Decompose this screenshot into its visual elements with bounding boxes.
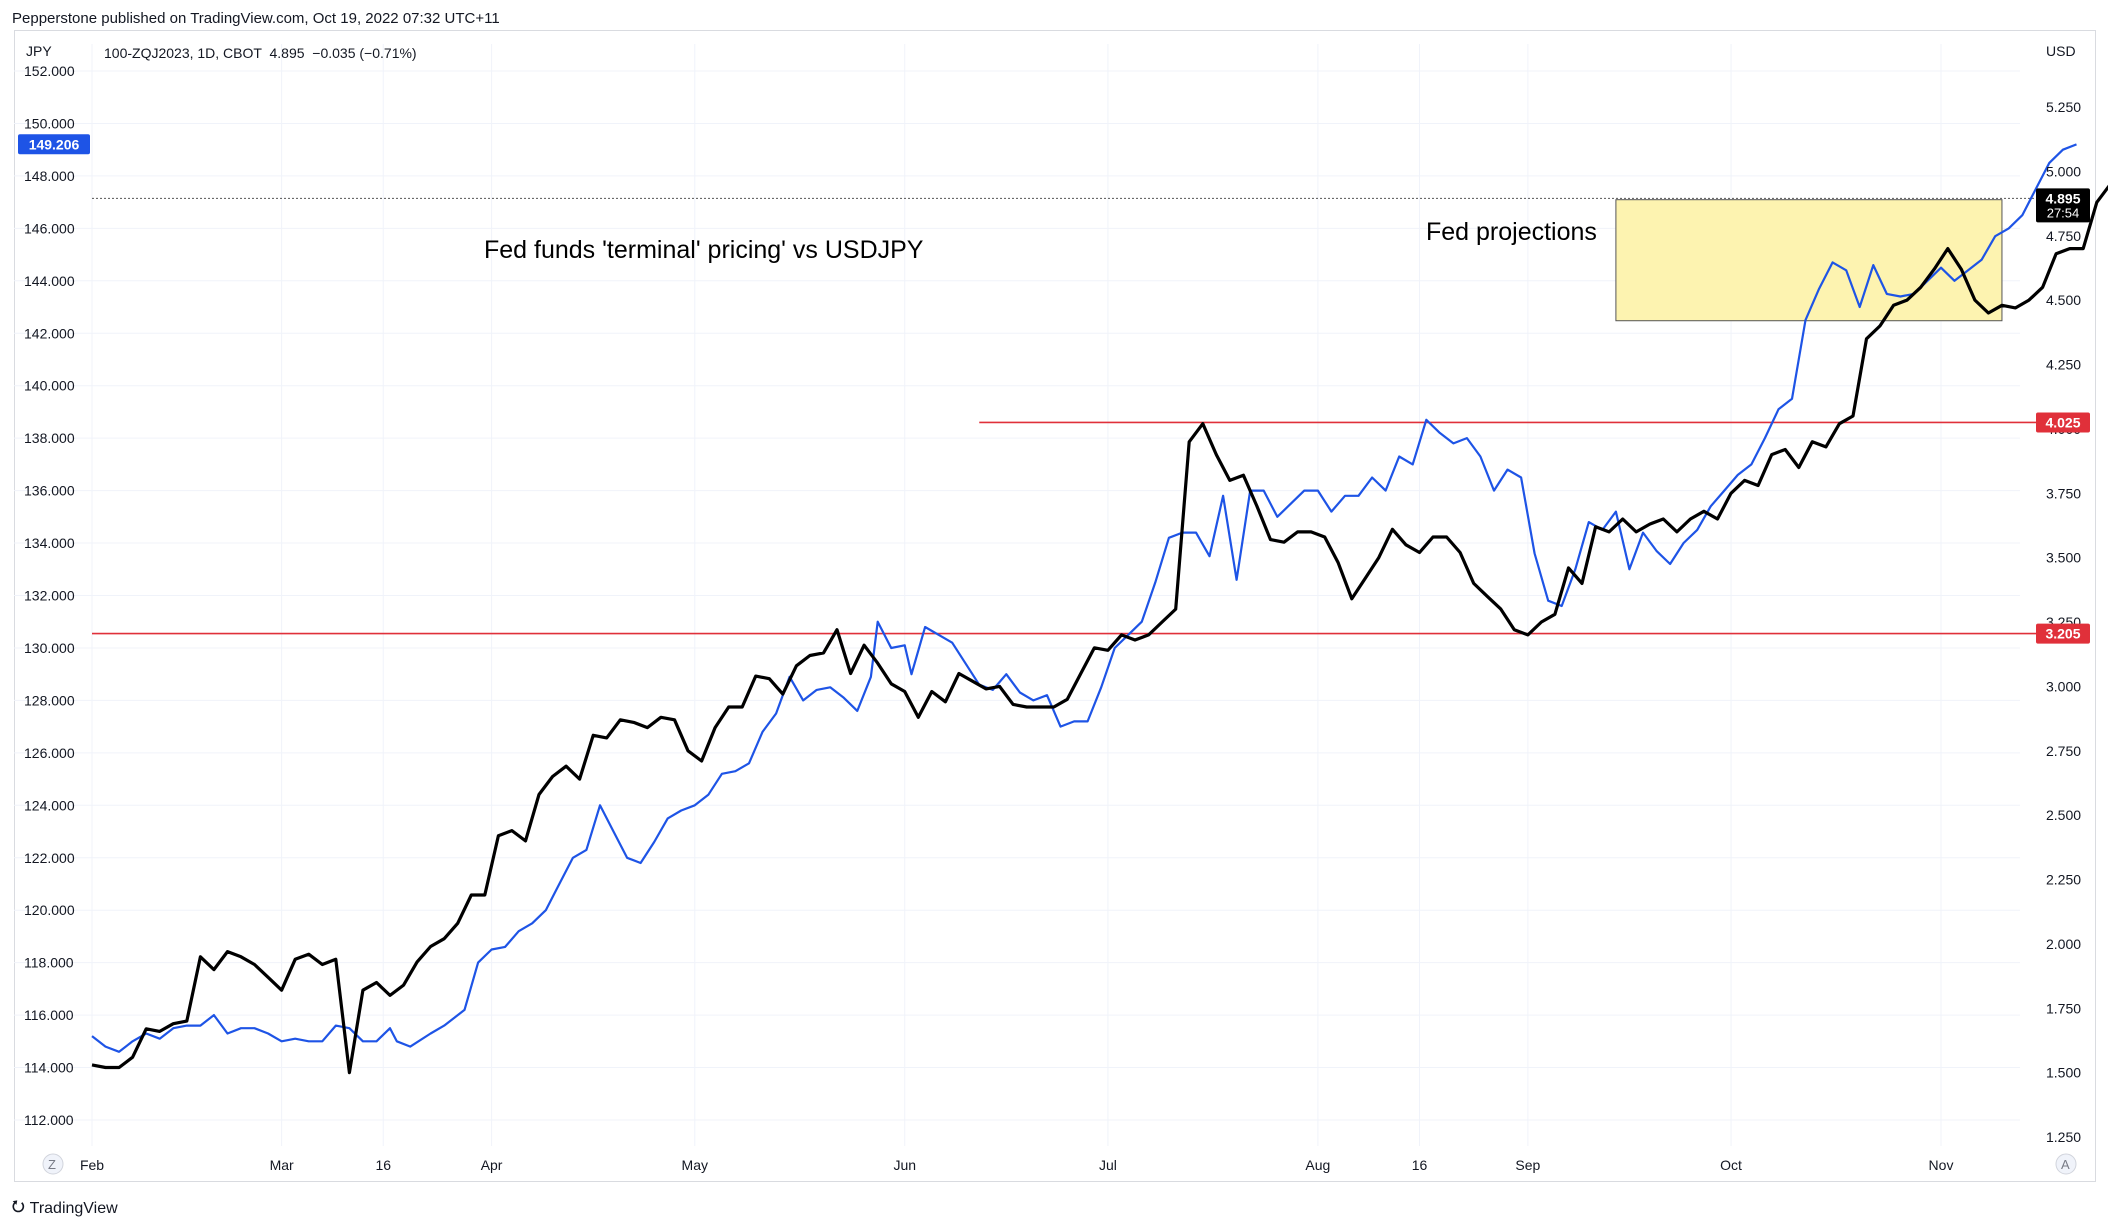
- x-axis-tick-label: Oct: [1720, 1157, 1742, 1173]
- right-axis-tick-label: 3.750: [2046, 485, 2081, 501]
- right-axis-tick-label: 2.250: [2046, 872, 2081, 888]
- left-axis-tick-label: 146.000: [24, 220, 75, 236]
- x-axis-tick-label: Apr: [481, 1157, 503, 1173]
- horizontal-levels: [92, 197, 2036, 635]
- left-axis-tick-label: 136.000: [24, 483, 75, 499]
- chart-grid: [14, 44, 2020, 1146]
- right-axis-tick-label: 5.250: [2046, 99, 2081, 115]
- footer-brand-text: TradingView: [29, 1199, 118, 1217]
- usdjpy-series-line: [91, 143, 2077, 1053]
- left-axis-tick-label: 128.000: [24, 692, 75, 708]
- price-tag-label: 3.205: [2045, 626, 2080, 642]
- left-axis-tick-label: 140.000: [24, 378, 75, 394]
- left-axis-tick-label: 122.000: [24, 850, 75, 866]
- x-axis-tick-label: Nov: [1929, 1157, 1954, 1173]
- left-axis-tick-label: 152.000: [24, 63, 75, 79]
- fed-projections-box: [1615, 199, 2003, 322]
- left-axis-tick-label: 114.000: [24, 1060, 74, 1076]
- left-axis-tick-label: 132.000: [24, 588, 75, 604]
- left-axis-tick-label: 150.000: [24, 115, 75, 131]
- x-axis-tick-label: Jun: [893, 1157, 916, 1173]
- chart-frame: [14, 30, 2096, 1182]
- zoom-button[interactable]: [42, 1153, 64, 1175]
- series-layer: [91, 143, 2108, 1075]
- x-axis-tick-label: May: [682, 1157, 708, 1173]
- right-axis-tick-label: 4.250: [2046, 357, 2081, 373]
- symbol-legend: 100-ZQJ2023, 1D, CBOT 4.895 −0.035 (−0.7…: [104, 45, 417, 61]
- price-tag: [18, 134, 90, 155]
- fed-projections-annotation: Fed projections: [1426, 218, 1597, 246]
- right-axis-tick-label: 1.750: [2046, 1000, 2081, 1016]
- right-axis-tick-label: 5.000: [2046, 163, 2081, 179]
- x-axis-tick-label: Sep: [1515, 1157, 1540, 1173]
- price-tag: [2036, 623, 2090, 644]
- tradingview-logo-icon: ⭮: [12, 1198, 25, 1215]
- x-axis-tick-label: Mar: [270, 1157, 294, 1173]
- x-axis-tick-label: 16: [1412, 1157, 1428, 1173]
- price-tag: [2036, 412, 2090, 433]
- highlight-box-layer: [1615, 199, 2003, 322]
- right-axis-tick-label: 4.750: [2046, 228, 2081, 244]
- right-axis-tick-label: 4.500: [2046, 292, 2081, 308]
- x-axis-tick-label: Feb: [80, 1157, 104, 1173]
- x-axis-tick-label: Jul: [1099, 1157, 1117, 1173]
- left-axis-tick-label: 148.000: [24, 168, 75, 184]
- left-axis-tick-label: 130.000: [24, 640, 75, 656]
- zoom-button-label: Z: [48, 1157, 56, 1172]
- left-axis-unit: JPY: [26, 43, 52, 59]
- left-axis-tick-label: 124.000: [24, 797, 75, 813]
- right-axis-unit: USD: [2046, 43, 2076, 59]
- right-axis-tick-label: 2.750: [2046, 743, 2081, 759]
- price-tag-label: 4.025: [2045, 414, 2080, 430]
- auto-scale-button[interactable]: [2055, 1153, 2077, 1175]
- right-axis-tick-label: 3.500: [2046, 550, 2081, 566]
- auto-scale-button-label: A: [2061, 1157, 2070, 1172]
- x-axis-tick-label: Aug: [1305, 1157, 1330, 1173]
- publisher-caption: Pepperstone published on TradingView.com…: [12, 10, 500, 27]
- right-axis-tick-label: 2.000: [2046, 936, 2081, 952]
- chart-title: Fed funds 'terminal' pricing' vs USDJPY: [484, 236, 924, 264]
- left-axis-tick-label: 138.000: [24, 430, 75, 446]
- left-axis-tick-label: 134.000: [24, 535, 75, 551]
- right-axis-tick-label: 1.250: [2046, 1129, 2081, 1145]
- left-axis-tick-label: 144.000: [24, 273, 75, 289]
- right-axis-tick-label: 1.500: [2046, 1065, 2081, 1081]
- fed-funds-series-line: [91, 184, 2108, 1075]
- left-axis-tick-label: 118.000: [24, 955, 74, 971]
- left-axis-tick-label: 126.000: [24, 745, 75, 761]
- annotations-layer: Fed funds 'terminal' pricing' vs USDJPY …: [26, 43, 2076, 264]
- footer-brand: ⭮ TradingView: [12, 1196, 118, 1221]
- price-tag-label: 4.895: [2045, 190, 2080, 206]
- right-axis-tick-label: 2.500: [2046, 807, 2081, 823]
- left-axis-tick-label: 142.000: [24, 325, 75, 341]
- price-tag-countdown: 27:54: [2047, 205, 2080, 220]
- right-axis-tick-label: 3.000: [2046, 678, 2081, 694]
- left-axis-tick-label: 116.000: [24, 1007, 74, 1023]
- left-axis-tick-label: 120.000: [24, 902, 75, 918]
- x-axis-tick-label: 16: [375, 1157, 391, 1173]
- price-tag: [2036, 188, 2090, 223]
- left-axis-tick-label: 112.000: [24, 1112, 74, 1128]
- price-tag-label: 149.206: [29, 136, 80, 152]
